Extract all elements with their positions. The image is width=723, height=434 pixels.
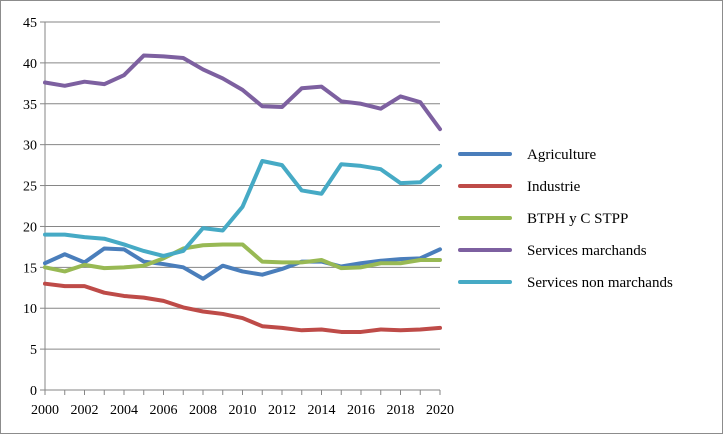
legend-label: Agriculture <box>527 147 596 163</box>
x-tick-label: 2016 <box>347 403 375 418</box>
legend-item-btph-y-c-stpp: BTPH y C STPP <box>458 211 628 227</box>
x-tick-label: 2006 <box>150 403 178 418</box>
x-tick-label: 2002 <box>71 403 99 418</box>
y-tick-label: 45 <box>23 16 37 31</box>
x-tick-label: 2010 <box>229 403 257 418</box>
y-axis-tick-labels: 0 5 10 15 20 25 30 35 40 45 <box>23 16 37 399</box>
y-tick-label: 5 <box>30 343 37 358</box>
legend-item-services-non-marchands: Services non marchands <box>458 275 673 291</box>
legend-label: Services non marchands <box>527 275 673 291</box>
series-line-services-marchands <box>43 53 442 132</box>
y-tick-label: 40 <box>23 57 37 72</box>
legend-label: Services marchands <box>527 243 647 259</box>
gridlines <box>45 21 440 350</box>
legend-item-agriculture: Agriculture <box>458 147 596 163</box>
legend-item-industrie: Industrie <box>458 179 581 195</box>
x-tick-label: 2008 <box>189 403 217 418</box>
series-line-agriculture <box>43 246 442 281</box>
y-tick-label: 30 <box>23 139 37 154</box>
series-lines <box>43 53 442 334</box>
series-line-industrie <box>43 281 442 334</box>
y-tick-label: 25 <box>23 180 37 195</box>
series-line-btph-y-c-stpp <box>43 242 442 274</box>
legend-label: Industrie <box>527 179 581 195</box>
y-tick-label: 0 <box>30 384 37 399</box>
legend-label: BTPH y C STPP <box>527 211 628 227</box>
x-tick-label: 2018 <box>387 403 415 418</box>
x-tick-label: 2014 <box>308 403 336 418</box>
y-tick-label: 35 <box>23 98 37 113</box>
legend: Agriculture Industrie BTPH y C STPP Service… <box>458 147 673 291</box>
y-tick-label: 20 <box>23 220 37 235</box>
y-tick-label: 15 <box>23 261 37 276</box>
x-axis-tick-labels: 2000 2002 2004 2006 2008 2010 2012 2014 2016 2018… <box>31 403 454 418</box>
y-tick-label: 10 <box>23 302 37 317</box>
x-tick-label: 2004 <box>110 403 138 418</box>
x-tick-label: 2000 <box>31 403 59 418</box>
x-tick-label: 2020 <box>426 403 454 418</box>
x-tick-label: 2012 <box>268 403 296 418</box>
legend-item-services-marchands: Services marchands <box>458 243 647 259</box>
series-line-services-non-marchands <box>43 159 442 258</box>
